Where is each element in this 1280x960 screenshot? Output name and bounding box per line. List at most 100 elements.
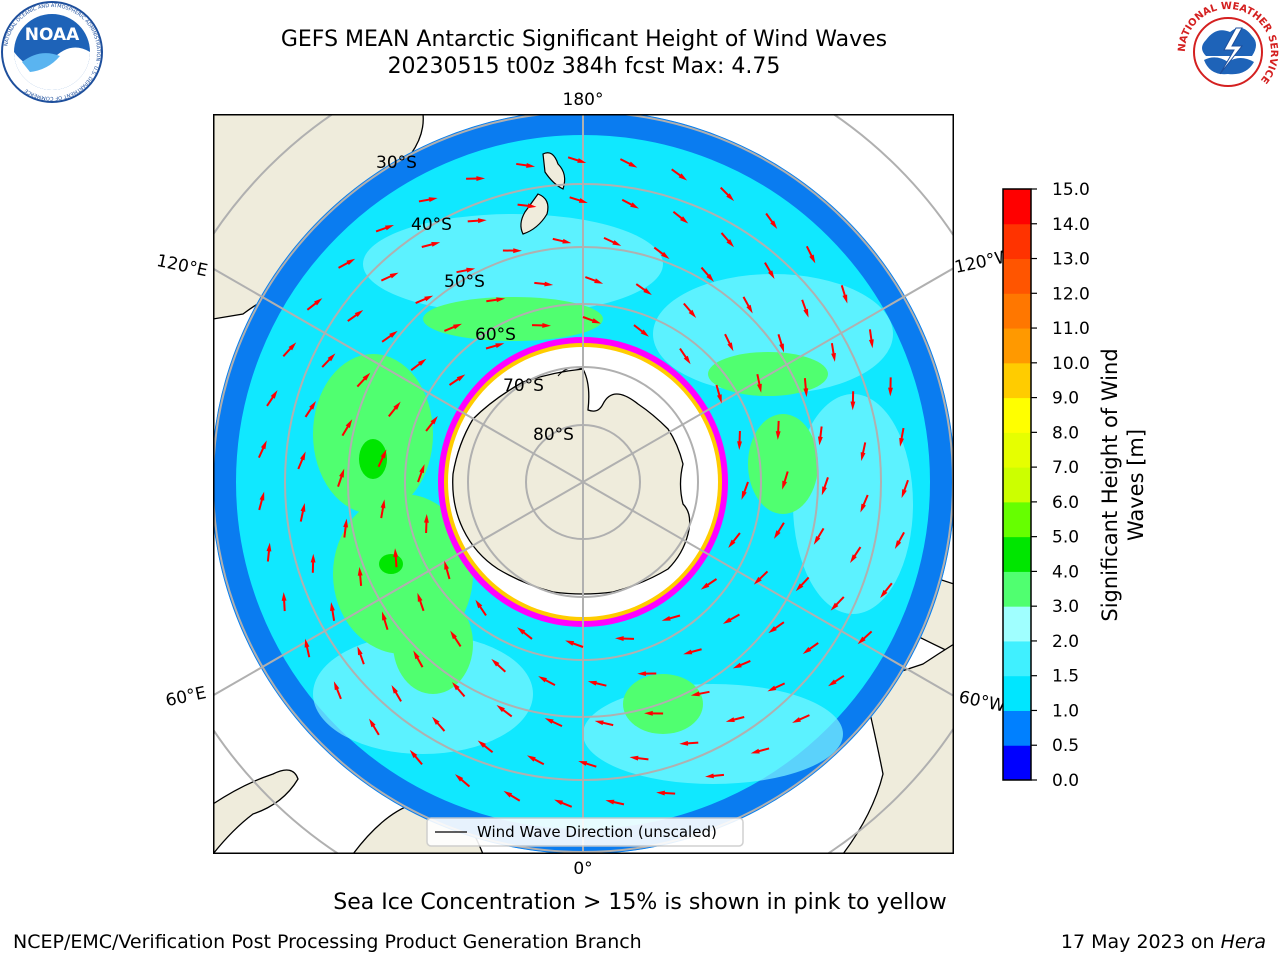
wave-arrowhead <box>544 281 554 287</box>
wave-arrowhead <box>454 774 464 782</box>
wave-arrowhead <box>643 288 652 295</box>
wave-arrowhead <box>726 193 735 202</box>
wave-arrowhead <box>477 740 487 748</box>
wave-arrowhead <box>526 163 536 168</box>
wave-arrowhead <box>868 339 874 349</box>
colorbar-tick-label: 2.0 <box>1052 632 1079 652</box>
wave-arrowhead <box>727 342 734 352</box>
footer-credit: NCEP/EMC/Verification Post Processing Pr… <box>13 931 642 953</box>
lat-label-80s: 80°S <box>533 425 574 445</box>
colorbar-tick-label: 0.0 <box>1052 771 1079 790</box>
colorbar-tick-label: 11.0 <box>1052 319 1090 339</box>
wave-arrowhead <box>431 242 441 247</box>
nws-logo-icon: NATIONAL WEATHER SERVICE <box>1177 1 1279 102</box>
wave-arrowhead <box>300 502 306 512</box>
lat-label-70s: 70°S <box>503 376 544 396</box>
colorbar-label-line1: Significant Height of Wind <box>1098 348 1122 621</box>
wave-arrowhead <box>628 161 638 168</box>
wave-arrowhead <box>716 394 722 404</box>
colorbar-swatch <box>1003 536 1031 572</box>
wave-arrowhead <box>380 449 387 459</box>
wave-arrowhead <box>605 799 615 805</box>
wave-arrowhead <box>773 530 781 539</box>
wave-arrowhead <box>842 294 848 304</box>
wave-arrowhead <box>679 740 689 746</box>
wave-arrowhead <box>339 468 345 478</box>
wave-arrowhead <box>418 358 427 366</box>
colorbar-swatch <box>1003 606 1031 642</box>
wave-arrowhead <box>330 602 335 612</box>
wave-arrowhead <box>725 717 735 722</box>
colorbar-swatch <box>1003 571 1031 607</box>
lon-label-120e: 120°E <box>155 251 210 281</box>
wave-arrowhead <box>538 676 547 683</box>
wave-arrowhead <box>850 401 856 411</box>
noaa-logo-text: NOAA <box>25 25 80 45</box>
wave-arrowhead <box>782 480 788 490</box>
wave-arrowhead <box>453 323 462 330</box>
wave-arrowhead <box>346 258 356 265</box>
wave-arrowhead <box>594 720 604 726</box>
wave-arrowhead <box>860 503 866 513</box>
wave-arrowhead <box>544 718 554 724</box>
wave-arrowhead <box>345 419 353 428</box>
wave-arrowhead <box>817 436 823 446</box>
colorbar-tick-label: 12.0 <box>1052 284 1090 304</box>
colorbar-swatch <box>1003 710 1031 746</box>
wave-arrowhead <box>452 682 460 691</box>
wave-arrowhead <box>475 599 483 609</box>
wave-arrowhead <box>444 560 450 570</box>
wave-arrowhead <box>741 490 747 500</box>
wave-arrowhead <box>430 416 438 425</box>
wave-arrowhead <box>644 710 653 716</box>
wave-arrowhead <box>615 636 624 641</box>
wave-arrowhead <box>757 383 762 393</box>
wave-arrowhead <box>803 308 809 318</box>
wave-arrowhead <box>775 431 781 440</box>
wave-arrowhead <box>357 566 363 576</box>
wave-arrowhead <box>369 718 376 728</box>
wave-arrowhead <box>894 540 902 549</box>
colorbar-tick-label: 15.0 <box>1052 180 1090 200</box>
wave-arrowhead <box>503 790 513 798</box>
wave-arrowhead <box>419 464 425 474</box>
wave-arrowhead <box>381 611 387 621</box>
chart-title: GEFS MEAN Antarctic Significant Height o… <box>280 27 888 52</box>
wave-arrowhead <box>314 298 323 306</box>
colorbar-swatch <box>1003 397 1031 433</box>
colorbar-tick-label: 3.0 <box>1052 597 1079 617</box>
wave-arrowhead <box>679 216 689 224</box>
wave-arrowhead <box>578 198 588 203</box>
colorbar-swatch <box>1003 328 1031 364</box>
footer-date-text: 17 May 2023 on <box>1060 931 1221 953</box>
polar-map: 30°S 40°S 50°S 60°S 70°S 80°S Wind Wave … <box>213 114 954 854</box>
wave-arrowhead <box>380 499 386 509</box>
wave-arrowhead <box>409 749 418 759</box>
wave-arrowhead <box>513 248 522 254</box>
colorbar-swatch <box>1003 640 1031 677</box>
wave-arrowhead <box>722 617 732 624</box>
new-zealand-land <box>520 152 566 235</box>
wave-arrowhead <box>354 310 364 318</box>
wave-direction-arrows <box>258 156 909 808</box>
wave-arrowhead <box>737 441 742 450</box>
colorbar-swatch <box>1003 467 1031 503</box>
colorbar-label-line2: Waves [m] <box>1124 429 1148 541</box>
wave-arrowhead <box>637 671 646 677</box>
wave-arrowhead <box>527 203 537 209</box>
wave-arrowhead <box>768 270 775 280</box>
wave-arrowhead <box>259 491 265 501</box>
wave-arrowhead <box>391 684 398 694</box>
wave-arrowhead <box>809 254 816 264</box>
wave-arrowhead <box>860 452 866 462</box>
wave-arrowhead <box>779 343 785 353</box>
wave-arrowhead <box>281 592 287 601</box>
chart-subtitle: 20230515 t00z 384h fcst Max: 4.75 <box>387 54 781 79</box>
wave-arrowhead <box>732 662 742 669</box>
wave-arrowhead <box>629 755 639 761</box>
map-legend: Wind Wave Direction (unscaled) <box>426 817 744 847</box>
wave-arrowhead <box>813 536 821 545</box>
wave-arrowhead <box>491 658 500 667</box>
wave-arrowhead <box>578 761 588 766</box>
wave-arrowhead <box>612 240 622 246</box>
